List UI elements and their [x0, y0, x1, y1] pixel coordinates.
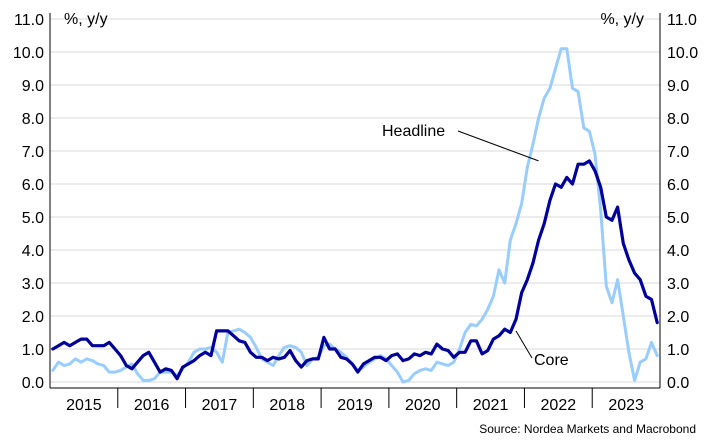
- y-tick-right: 7.0: [667, 144, 689, 161]
- x-tick-label: 2018: [269, 397, 305, 414]
- y-tick-left: 11.0: [14, 12, 44, 29]
- y-tick-left: 1.0: [22, 342, 44, 359]
- y-tick-left: 5.0: [22, 210, 44, 227]
- x-tick-label: 2015: [66, 397, 102, 414]
- x-tick-label: 2021: [473, 397, 509, 414]
- x-axis: 2015 2016 2017 2018 2019 2020 2021 2022 2023: [49, 13, 661, 414]
- x-tick-label: 2023: [608, 397, 644, 414]
- headline-annotation: Headline: [382, 123, 445, 140]
- y-tick-left: 6.0: [22, 177, 44, 194]
- source-note: Source: Nordea Markets and Macrobond: [479, 422, 696, 436]
- y-tick-right: 4.0: [667, 243, 689, 260]
- gridlines: [50, 18, 660, 383]
- y-tick-left: 4.0: [22, 243, 44, 260]
- core-pointer: [515, 330, 533, 359]
- y-tick-left: 0.0: [22, 375, 44, 392]
- right-y-axis-ticks: 0.0 1.0 2.0 3.0 4.0 5.0 6.0 7.0 8.0 9.0 10.0 11.0: [667, 12, 698, 392]
- y-tick-left: 9.0: [22, 78, 44, 95]
- x-tick-label: 2022: [541, 397, 577, 414]
- y-tick-right: 11.0: [667, 12, 697, 29]
- x-tick-label: 2019: [337, 397, 373, 414]
- y-tick-right: 10.0: [667, 45, 698, 62]
- y-tick-right: 2.0: [667, 309, 689, 326]
- y-tick-left: 10.0: [13, 45, 44, 62]
- y-tick-right: 1.0: [667, 342, 689, 359]
- y-tick-right: 3.0: [667, 276, 689, 293]
- y-tick-left: 3.0: [22, 276, 44, 293]
- y-tick-right: 5.0: [667, 210, 689, 227]
- x-tick-label: 2016: [134, 397, 170, 414]
- headline-pointer: [457, 130, 539, 162]
- core-annotation: Core: [534, 352, 569, 369]
- y-tick-left: 2.0: [22, 309, 44, 326]
- y-tick-right: 6.0: [667, 177, 689, 194]
- y-tick-left: 8.0: [22, 111, 44, 128]
- y-tick-right: 0.0: [667, 375, 689, 392]
- annotations: Headline Core: [382, 123, 569, 369]
- x-tick-label: 2017: [202, 397, 238, 414]
- series-line-headline: [51, 47, 659, 384]
- left-unit-label: %, y/y: [64, 11, 108, 28]
- series-line-core: [51, 159, 659, 381]
- series-lines: [51, 47, 659, 384]
- left-y-axis-ticks: 0.0 1.0 2.0 3.0 4.0 5.0 6.0 7.0 8.0 9.0 10.0 11.0: [13, 12, 44, 392]
- right-unit-label: %, y/y: [600, 11, 644, 28]
- y-tick-right: 9.0: [667, 78, 689, 95]
- x-tick-label: 2020: [405, 397, 441, 414]
- y-tick-right: 8.0: [667, 111, 689, 128]
- y-tick-left: 7.0: [22, 144, 44, 161]
